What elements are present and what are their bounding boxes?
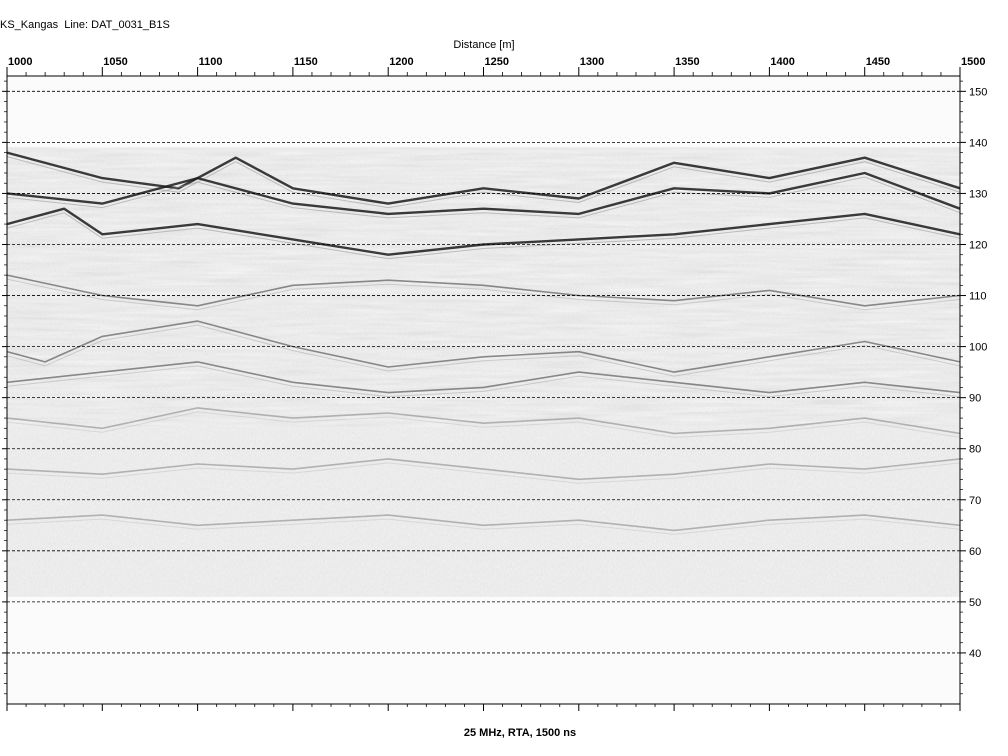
x-tick-label-1500: 1500 [961,56,985,68]
reflector-r2-echo [7,212,960,260]
reflector-r3-echo [7,278,960,311]
x-tick-label-1450: 1450 [866,56,890,68]
y-tick-label-100: 100 [969,342,987,354]
reflector-r8 [7,514,960,532]
x-tick-label-1150: 1150 [294,56,318,68]
y-tick-label-150: 150 [969,86,987,98]
acquisition-info: 25 MHz, RTA, 1500 ns [463,727,577,739]
x-tick-label-1200: 1200 [389,56,413,68]
reflector-r6-echo [7,411,960,438]
y-tick-label-40: 40 [969,648,981,660]
y-tick-label-80: 80 [969,444,981,456]
y-tick-label-90: 90 [969,393,981,405]
x-tick-label-1250: 1250 [485,56,509,68]
reflector-r5-echo [7,365,960,398]
y-tick-label-50: 50 [969,597,981,609]
reflector-r3 [7,274,960,307]
reflector-r2 [7,207,960,256]
reflector-r8-echo [7,518,960,535]
x-tick-label-1350: 1350 [675,56,699,68]
y-tick-label-140: 140 [969,137,987,149]
reflector-r7 [7,458,960,481]
y-tick-label-70: 70 [969,495,981,507]
reflector-r4-echo [7,324,960,377]
x-tick-label-1100: 1100 [199,56,223,68]
reflector-r1 [7,171,960,216]
reflector-r5 [7,361,960,394]
reflector-r7-echo [7,462,960,484]
x-tick-label-1000: 1000 [8,56,32,68]
y-tick-label-130: 130 [969,188,987,200]
x-tick-label-1300: 1300 [580,56,604,68]
reflector-r1-echo [7,176,960,219]
x-tick-label-1050: 1050 [103,56,127,68]
profile-header: KS_Kangas Line: DAT_0031_B1S [0,19,170,31]
layer-texture [7,147,960,427]
reflector-r6 [7,407,960,435]
reflector-r4 [7,320,960,373]
x-tick-label-1400: 1400 [770,56,794,68]
y-tick-label-110: 110 [969,291,987,303]
line-label: Line: DAT_0031_B1S [64,19,170,31]
x-axis-title: Distance [m] [453,39,515,51]
profile-name: KS_Kangas [0,19,59,31]
y-tick-label-60: 60 [969,546,981,558]
y-tick-label-120: 120 [969,239,987,251]
